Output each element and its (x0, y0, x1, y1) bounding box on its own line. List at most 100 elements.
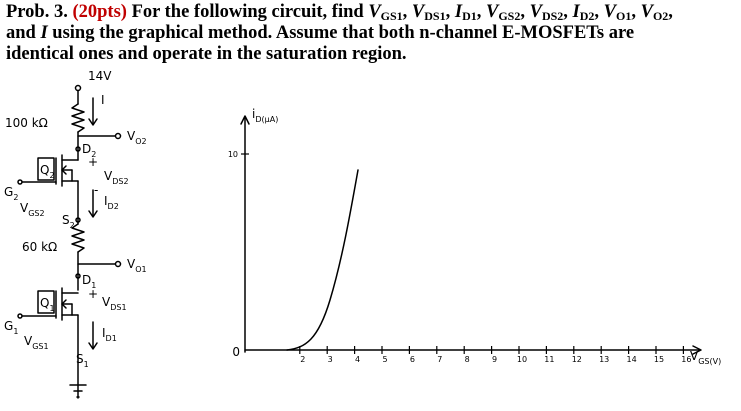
symbol: V (640, 2, 653, 22)
circuit-label: Q2 (40, 163, 55, 180)
main: i (252, 107, 255, 121)
main: G (4, 185, 13, 199)
y-tick-label: 10 (228, 150, 238, 159)
main: Q (40, 296, 49, 310)
quantity: VGS1 (368, 2, 402, 22)
symbol: V (529, 2, 542, 22)
subscript: D2 (579, 9, 595, 23)
points: (20pts) (72, 2, 127, 22)
problem-text: Prob. 3. (20pts) For the following circu… (6, 2, 706, 65)
subscript: D1 (462, 9, 477, 23)
circuit-label: I (101, 93, 105, 107)
quantity: ID2 (573, 2, 595, 22)
circuit-label: 14V (88, 69, 112, 83)
rest: using the graphical method. Assume that … (6, 23, 635, 64)
main: I (104, 194, 108, 208)
x-tick-label: 11 (544, 355, 554, 364)
symbol: V (368, 2, 381, 22)
circuit-label: - (94, 183, 98, 197)
sub: GS1 (32, 342, 48, 351)
quantity: VO1 (604, 2, 632, 22)
main: V (127, 129, 136, 143)
x-tick-label: 13 (599, 355, 609, 364)
main: V (24, 334, 33, 348)
main: D (82, 142, 91, 156)
quantity: VGS2 (486, 2, 520, 22)
main: - (94, 183, 98, 197)
sub: 1 (49, 304, 54, 313)
sub: 1 (13, 327, 18, 336)
main: V (127, 257, 136, 271)
main: I (101, 93, 105, 107)
subscript: DS2 (541, 9, 564, 23)
symbol: I (454, 2, 463, 22)
circuit-label: VO2 (127, 129, 147, 146)
main: + (88, 287, 98, 301)
main: 14V (88, 69, 112, 83)
circuit-label: + (88, 155, 98, 169)
x-tick-label: 2 (300, 355, 305, 364)
symbol: V (411, 2, 425, 22)
and: and (6, 23, 36, 43)
main: + (88, 155, 98, 169)
circuit-label: S1 (76, 352, 89, 369)
x-tick-label: 6 (410, 355, 415, 364)
x-tick-label: 8 (465, 355, 470, 364)
sub: 1 (84, 360, 89, 369)
x-tick-label: 16 (681, 355, 691, 364)
origin-label: 0 (232, 345, 240, 359)
main: V (20, 201, 29, 215)
subscript: DS1 (424, 9, 446, 23)
main: 100 kΩ (5, 116, 48, 130)
sub: O1 (135, 265, 146, 274)
main: V (104, 169, 113, 183)
main: S (76, 352, 84, 366)
symbol: V (603, 2, 616, 22)
x-tick-label: 9 (492, 355, 497, 364)
circuit-label: + (88, 287, 98, 301)
quantity: VDS1 (412, 2, 446, 22)
sub: GS(V) (698, 357, 721, 366)
sub: GS2 (28, 209, 44, 218)
x-tick-label: 3 (328, 355, 333, 364)
subscript: GS1 (380, 9, 403, 23)
symbol: I (572, 2, 580, 22)
sub: D(μA) (255, 115, 278, 124)
main: V (102, 295, 111, 309)
circuit-label: D2 (82, 142, 96, 159)
sub: 2 (49, 171, 54, 180)
prob-number: Prob. 3. (6, 2, 68, 22)
graph-axes (240, 115, 702, 355)
subscript: O2 (652, 9, 669, 23)
circuit-label: VDS2 (104, 169, 129, 186)
curve (286, 169, 359, 351)
circuit-label: G1 (4, 319, 18, 336)
sub: DS1 (110, 303, 126, 312)
sub: DS2 (112, 177, 128, 186)
x-tick-label: 4 (355, 355, 360, 364)
y-axis-label: iD(μA) (252, 107, 278, 124)
subscript: O1 (616, 9, 632, 23)
main: D (82, 273, 91, 287)
graph-labels: iD(μA)VGS(V)0102030405060708090100110234… (228, 107, 721, 366)
x-tick-label: 15 (654, 355, 664, 364)
x-tick-label: 14 (627, 355, 637, 364)
circuit-label: ID1 (102, 326, 117, 343)
circuit-label: Q1 (40, 296, 55, 313)
sub: O2 (135, 137, 146, 146)
main: V (690, 349, 699, 363)
quantity: ID1 (455, 2, 477, 22)
circuit-label: VO1 (127, 257, 147, 274)
x-tick-label: 10 (517, 355, 527, 364)
circuit-label: VDS1 (102, 295, 127, 312)
circuit-label: VGS2 (20, 201, 45, 218)
main: G (4, 319, 13, 333)
quantities: VGS1, VDS1, ID1, VGS2, VDS2, ID2, VO1, V… (368, 2, 673, 23)
circuit-label: VGS1 (24, 334, 49, 351)
current: I (40, 23, 48, 43)
sub: 2 (13, 193, 18, 202)
x-axis-label: VGS(V) (690, 349, 721, 366)
circuit (17, 84, 122, 399)
intro: For the following circuit, find (131, 2, 364, 22)
